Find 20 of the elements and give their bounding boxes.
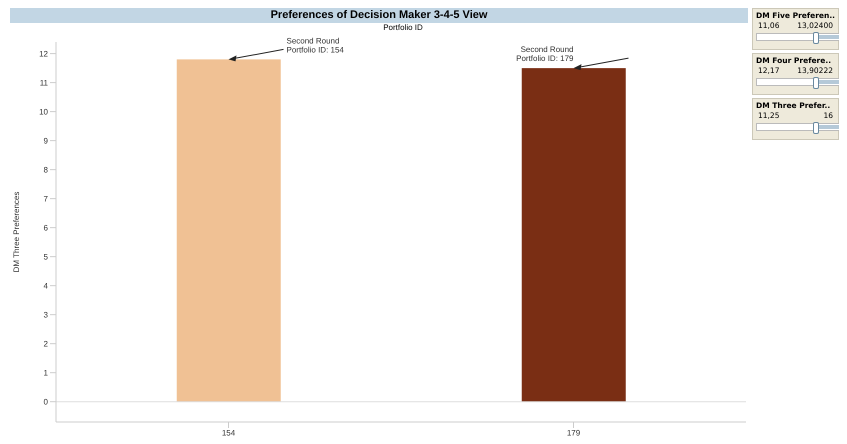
- y-tick-label: 0: [44, 398, 49, 407]
- y-tick-label: 10: [39, 107, 49, 116]
- y-tick-label: 4: [44, 282, 49, 291]
- y-tick-label: 8: [44, 165, 49, 174]
- x-tick-label: 179: [566, 428, 581, 438]
- chart-title: Preferences of Decision Maker 3-4-5 View: [10, 8, 748, 23]
- annotation: Second Round Portfolio ID: 154: [286, 36, 344, 54]
- y-tick-label: 7: [44, 194, 49, 204]
- x-axis-title: Portfolio ID: [382, 23, 424, 32]
- y-tick-label: 6: [44, 223, 49, 232]
- y-tick-label: 12: [39, 49, 49, 58]
- y-tick-label: 9: [44, 136, 49, 146]
- y-tick-label: 11: [40, 78, 49, 88]
- x-tick-label: 154: [222, 428, 236, 438]
- y-tick-label: 2: [44, 340, 49, 349]
- y-tick-label: 1: [44, 368, 49, 378]
- y-axis-title: DM Three Preferences: [12, 192, 21, 272]
- y-tick-label: 5: [44, 252, 49, 262]
- annotation: Second Round Portfolio ID: 179: [516, 45, 574, 64]
- y-tick-label: 3: [44, 310, 49, 320]
